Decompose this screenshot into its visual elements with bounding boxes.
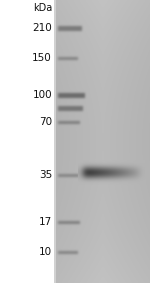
Text: kDa: kDa xyxy=(33,3,52,13)
Text: 70: 70 xyxy=(39,117,52,127)
Text: 210: 210 xyxy=(32,23,52,33)
Text: 100: 100 xyxy=(32,90,52,100)
Text: 150: 150 xyxy=(32,53,52,63)
Text: 10: 10 xyxy=(39,247,52,257)
Text: 35: 35 xyxy=(39,170,52,180)
Text: 17: 17 xyxy=(39,217,52,227)
